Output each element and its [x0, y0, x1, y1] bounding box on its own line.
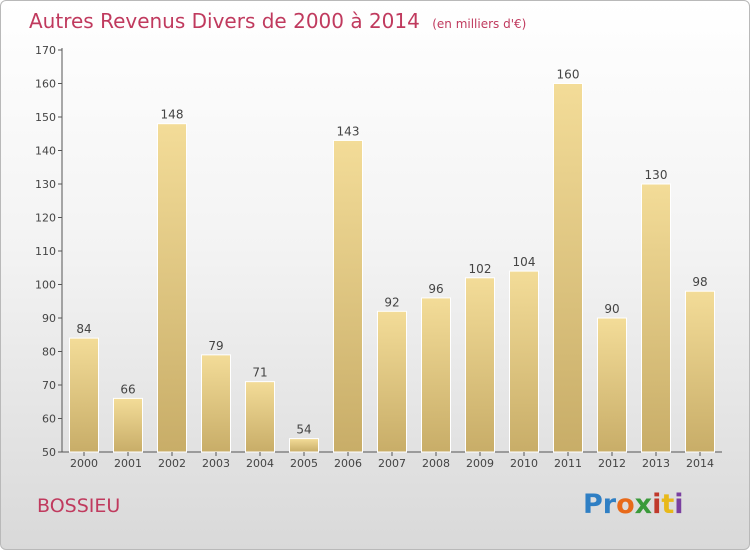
data-label: 130: [645, 168, 668, 182]
x-tick-label: 2000: [70, 457, 98, 470]
data-label: 143: [337, 124, 360, 138]
chart-unit: (en milliers d'€): [432, 17, 527, 31]
x-tick-label: 2002: [158, 457, 186, 470]
bar: [553, 83, 583, 453]
bar: [421, 297, 451, 453]
logo-part: x: [634, 489, 653, 520]
x-tick-label: 2013: [642, 457, 670, 470]
logo-part: o: [616, 489, 635, 520]
y-tick-label: 150: [35, 111, 56, 124]
y-tick-label: 90: [42, 312, 56, 325]
logo-part: Pr: [583, 489, 617, 520]
data-label: 66: [120, 382, 135, 396]
y-tick-label: 110: [35, 245, 56, 258]
logo-part: t: [661, 489, 675, 520]
data-label: 98: [692, 275, 707, 289]
data-label: 92: [384, 295, 399, 309]
bar: [113, 397, 143, 453]
bar: [157, 123, 187, 453]
y-tick-label: 80: [42, 346, 56, 359]
data-label: 71: [252, 366, 267, 380]
x-tick-label: 2003: [202, 457, 230, 470]
x-tick-label: 2012: [598, 457, 626, 470]
data-label: 160: [557, 68, 580, 82]
x-tick-label: 2006: [334, 457, 362, 470]
y-tick-label: 60: [42, 413, 56, 426]
data-label: 104: [513, 255, 536, 269]
data-label: 102: [469, 262, 492, 276]
chart-title-text: Autres Revenus Divers de 2000 à 2014: [29, 9, 420, 33]
chart-title: Autres Revenus Divers de 2000 à 2014 (en…: [29, 9, 526, 33]
bar: [597, 317, 627, 453]
bar: [509, 270, 539, 453]
y-tick-label: 130: [35, 178, 56, 191]
y-tick-label: 160: [35, 78, 56, 91]
logo-part: i: [674, 489, 684, 520]
data-label: 54: [296, 423, 311, 437]
y-tick-label: 140: [35, 145, 56, 158]
data-label: 148: [161, 108, 184, 122]
bar: [333, 139, 363, 453]
bar: [641, 183, 671, 453]
x-tick-label: 2009: [466, 457, 494, 470]
bar: [245, 381, 275, 453]
y-tick-label: 120: [35, 212, 56, 225]
x-tick-label: 2007: [378, 457, 406, 470]
x-tick-label: 2005: [290, 457, 318, 470]
bar: [377, 310, 407, 453]
x-tick-label: 2001: [114, 457, 142, 470]
bar: [465, 277, 495, 453]
data-label: 96: [428, 282, 443, 296]
x-tick-label: 2011: [554, 457, 582, 470]
bar: [69, 337, 99, 453]
x-tick-label: 2004: [246, 457, 274, 470]
data-label: 84: [76, 322, 91, 336]
city-name: BOSSIEU: [37, 495, 121, 517]
x-tick-label: 2014: [686, 457, 714, 470]
bar: [685, 290, 715, 453]
bar: [289, 438, 319, 453]
x-tick-label: 2008: [422, 457, 450, 470]
data-label: 79: [208, 339, 223, 353]
y-tick-label: 50: [42, 446, 56, 459]
y-tick-label: 70: [42, 379, 56, 392]
proxiti-logo: Proxiti: [583, 489, 684, 520]
bar: [201, 354, 231, 453]
data-label: 90: [604, 302, 619, 316]
x-tick-label: 2010: [510, 457, 538, 470]
y-tick-label: 100: [35, 279, 56, 292]
logo-part: i: [652, 489, 662, 520]
y-tick-label: 170: [35, 44, 56, 57]
